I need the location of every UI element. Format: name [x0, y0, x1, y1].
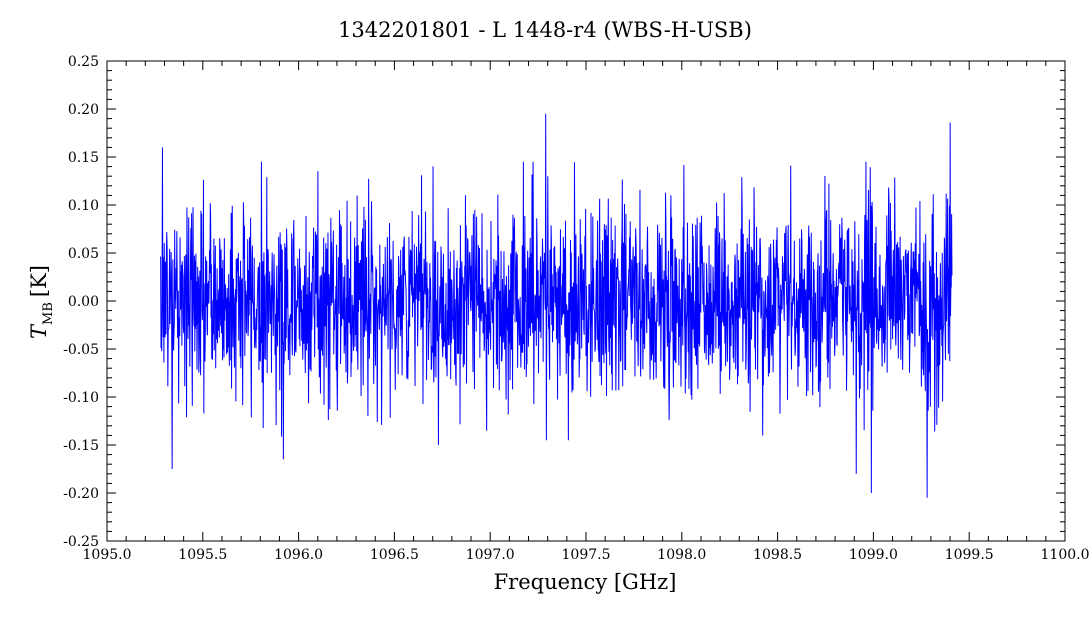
y-tick-label: -0.20 [63, 486, 99, 502]
y-axis-title-symbol: T [27, 323, 51, 339]
y-tick-label: 0.00 [68, 294, 99, 310]
x-tick-label: 1095.0 [83, 547, 132, 563]
x-tick-label: 1100.0 [1041, 547, 1090, 563]
spectrum-line [160, 113, 953, 498]
x-tick-label: 1097.0 [466, 547, 515, 563]
x-tick-label: 1099.0 [849, 547, 898, 563]
y-axis-title-unit: [K] [27, 265, 51, 297]
y-tick-label: 0.05 [68, 246, 99, 262]
chart-title: 1342201801 - L 1448-r4 (WBS-H-USB) [338, 18, 752, 42]
y-tick-label: 0.20 [68, 102, 99, 118]
y-tick-label: 0.10 [68, 198, 99, 214]
y-axis-title-subscript: MB [41, 302, 56, 325]
x-tick-label: 1098.0 [657, 547, 706, 563]
y-tick-label: -0.10 [63, 390, 99, 406]
x-axis-title: Frequency [GHz] [494, 570, 677, 594]
x-tick-label: 1099.5 [945, 547, 994, 563]
y-axis-title: TMB [K] [27, 265, 56, 339]
y-tick-label: 0.15 [68, 150, 99, 166]
x-tick-label: 1095.5 [178, 547, 227, 563]
spectrum-trace-layer [160, 113, 953, 498]
y-tick-label: -0.15 [63, 438, 99, 454]
y-tick-label: 0.25 [68, 54, 99, 70]
y-tick-label: -0.05 [63, 342, 99, 358]
x-tick-label: 1097.5 [562, 547, 611, 563]
x-tick-label: 1096.0 [274, 547, 323, 563]
x-axis: 1095.0 1095.5 1096.0 1096.5 1097.0 1097.5 1098… [83, 61, 1090, 563]
y-tick-label: -0.25 [63, 534, 99, 550]
y-axis: 0.25 0.20 0.15 0.10 0.05 0.00 -0.05 -0.10 -0.15 -… [63, 54, 1065, 550]
x-tick-label: 1098.5 [753, 547, 802, 563]
x-tick-label: 1096.5 [370, 547, 419, 563]
